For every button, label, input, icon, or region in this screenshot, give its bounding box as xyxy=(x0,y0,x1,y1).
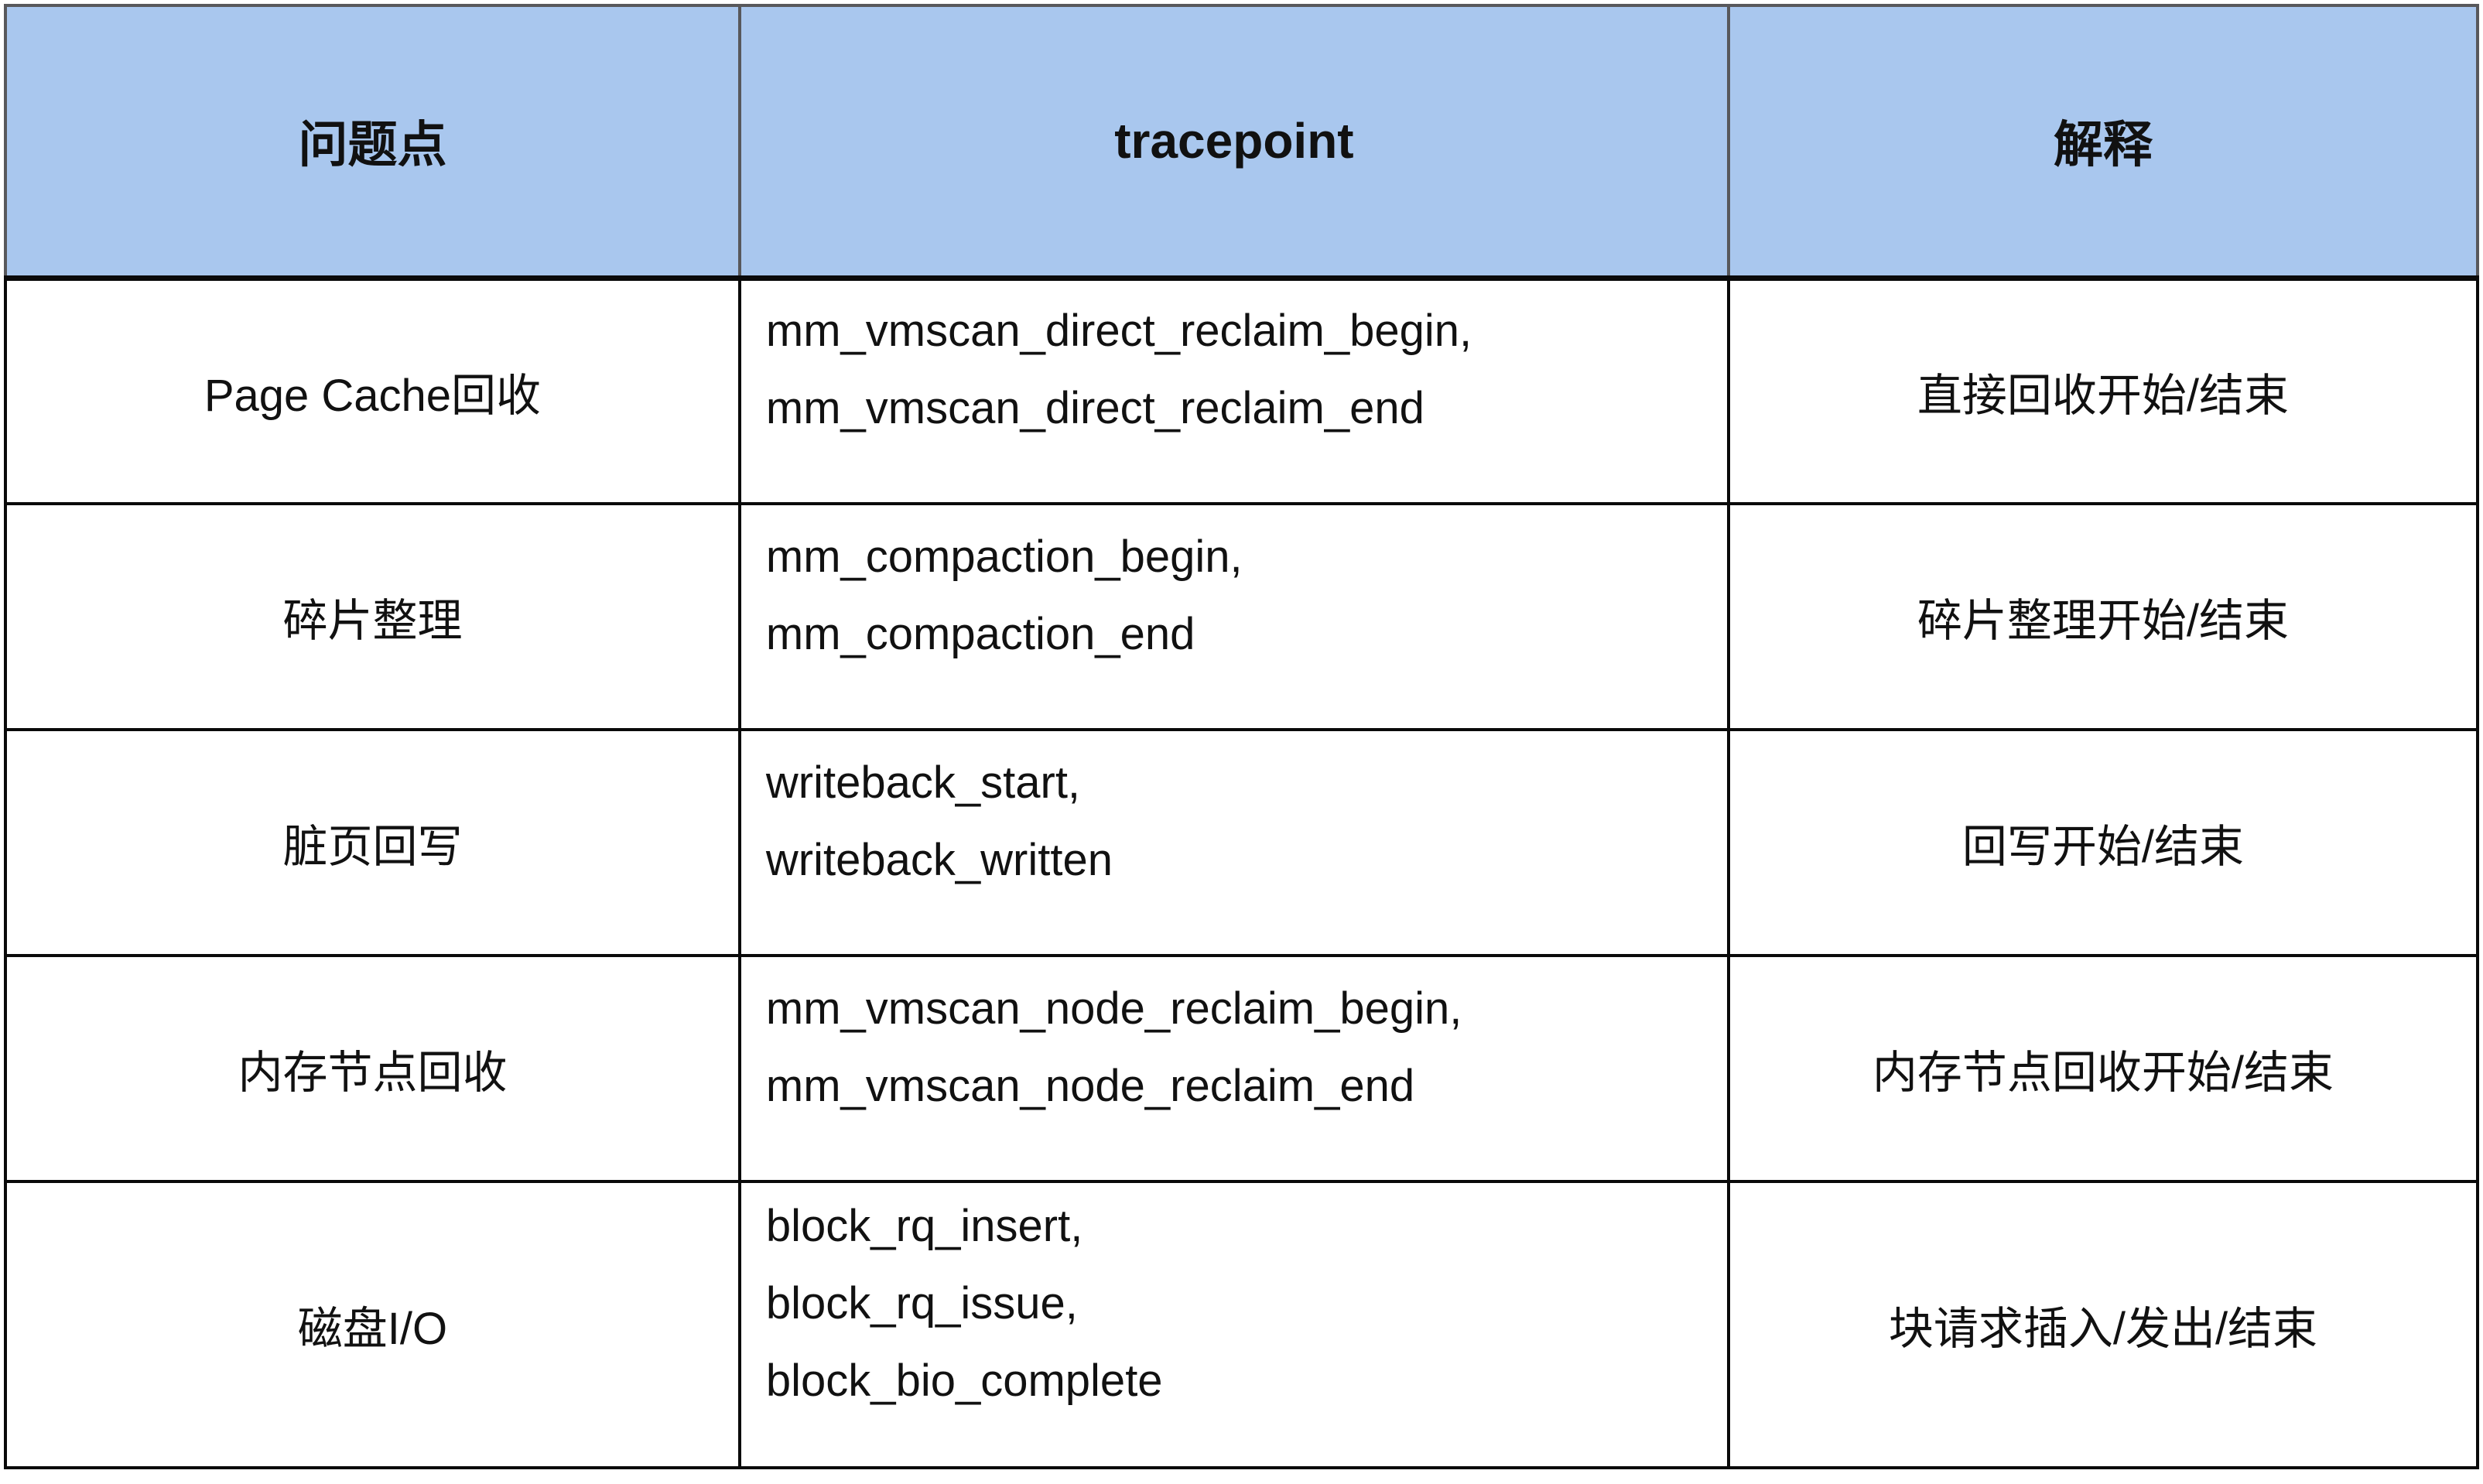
tracepoint-cell: mm_vmscan_direct_reclaim_begin, mm_vmsca… xyxy=(737,276,1730,505)
problem-cell: Page Cache回收 xyxy=(4,276,741,505)
table-row: 内存节点回收 mm_vmscan_node_reclaim_begin, mm_… xyxy=(4,954,2480,1183)
table-row: 脏页回写 writeback_start, writeback_written … xyxy=(4,728,2480,957)
tracepoints-table: 问题点 tracepoint 解释 Page Cache回收 mm_vmscan… xyxy=(4,4,2480,1469)
tracepoint-cell: mm_compaction_begin, mm_compaction_end xyxy=(737,502,1730,731)
problem-cell: 磁盘I/O xyxy=(4,1180,741,1469)
header-cell-explanation: 解释 xyxy=(1726,4,2480,281)
explanation-cell: 直接回收开始/结束 xyxy=(1726,276,2480,505)
problem-cell: 脏页回写 xyxy=(4,728,741,957)
tracepoint-cell: block_rq_insert, block_rq_issue, block_b… xyxy=(737,1180,1730,1469)
header-cell-problem: 问题点 xyxy=(4,4,741,281)
explanation-cell: 碎片整理开始/结束 xyxy=(1726,502,2480,731)
explanation-cell: 内存节点回收开始/结束 xyxy=(1726,954,2480,1183)
table-row: Page Cache回收 mm_vmscan_direct_reclaim_be… xyxy=(4,276,2480,505)
explanation-cell: 块请求插入/发出/结束 xyxy=(1726,1180,2480,1469)
problem-cell: 碎片整理 xyxy=(4,502,741,731)
problem-cell: 内存节点回收 xyxy=(4,954,741,1183)
explanation-cell: 回写开始/结束 xyxy=(1726,728,2480,957)
table-row: 碎片整理 mm_compaction_begin, mm_compaction_… xyxy=(4,502,2480,731)
tracepoint-cell: writeback_start, writeback_written xyxy=(737,728,1730,957)
table-row: 磁盘I/O block_rq_insert, block_rq_issue, b… xyxy=(4,1180,2480,1469)
header-row: 问题点 tracepoint 解释 xyxy=(4,4,2480,281)
tracepoint-cell: mm_vmscan_node_reclaim_begin, mm_vmscan_… xyxy=(737,954,1730,1183)
header-cell-tracepoint: tracepoint xyxy=(737,4,1730,281)
